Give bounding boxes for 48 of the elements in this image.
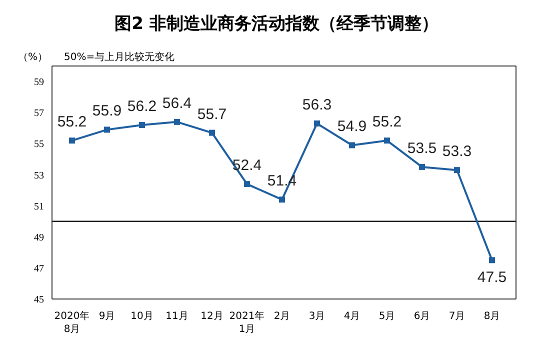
x-tick-label: 8月 — [484, 311, 500, 322]
x-tick-label: 7月 — [448, 311, 466, 322]
point — [314, 120, 320, 126]
point — [104, 126, 110, 133]
y-axis-title: （%） — [18, 51, 48, 64]
x-tick-label: 5月 — [378, 311, 396, 322]
x-tick-label: 4月 — [344, 311, 360, 322]
x-tick-label: 10月 — [130, 311, 154, 322]
x-tick-label: 9月 — [98, 311, 116, 322]
data-label: 55.9 — [92, 102, 122, 120]
y-tick-label: 47 — [34, 263, 44, 274]
data-label: 53.3 — [442, 143, 472, 160]
y-tick-label: 57 — [34, 108, 44, 120]
y-tick-label: 51 — [34, 201, 44, 212]
x-tick-label: 12月 — [200, 311, 224, 322]
point — [174, 118, 180, 125]
data-label: 54.9 — [337, 118, 367, 136]
data-label: 56.4 — [162, 94, 192, 112]
text: 50%=与上月比较无变化 — [64, 50, 175, 64]
x-tick-label: 2月 — [274, 311, 290, 322]
point — [349, 142, 355, 148]
data-label: 55.2 — [372, 114, 402, 131]
y-tick-label: 55 — [34, 139, 44, 150]
data-label: 56.3 — [302, 96, 332, 114]
point — [139, 122, 145, 128]
y-tick-label: 59 — [34, 77, 44, 88]
data-label: 55.7 — [197, 106, 227, 123]
data-label: 55.2 — [57, 114, 87, 131]
point — [384, 138, 390, 144]
x-tick-label: 3月 — [308, 311, 326, 322]
x-tick-label: 2020年 8月 — [54, 310, 90, 335]
point — [454, 167, 460, 174]
point — [279, 196, 285, 203]
chart-title: 图2 非制造业商务活动指数（经季节调整） — [114, 13, 440, 35]
y-tick-label: 53 — [34, 170, 44, 182]
y-tick-label: 49 — [34, 232, 44, 244]
point — [209, 130, 215, 136]
data-label: 56.2 — [127, 98, 157, 116]
point — [419, 164, 425, 170]
x-tick-label: 2021年 1月 — [229, 310, 265, 335]
point — [69, 138, 75, 144]
data-label: 47.5 — [477, 269, 507, 286]
data-label: 53.5 — [407, 140, 437, 157]
x-tick-label: 11月 — [166, 311, 188, 322]
point — [489, 257, 495, 264]
point — [244, 181, 250, 188]
y-tick-label: 45 — [34, 294, 44, 306]
x-tick-label: 6月 — [414, 311, 430, 322]
